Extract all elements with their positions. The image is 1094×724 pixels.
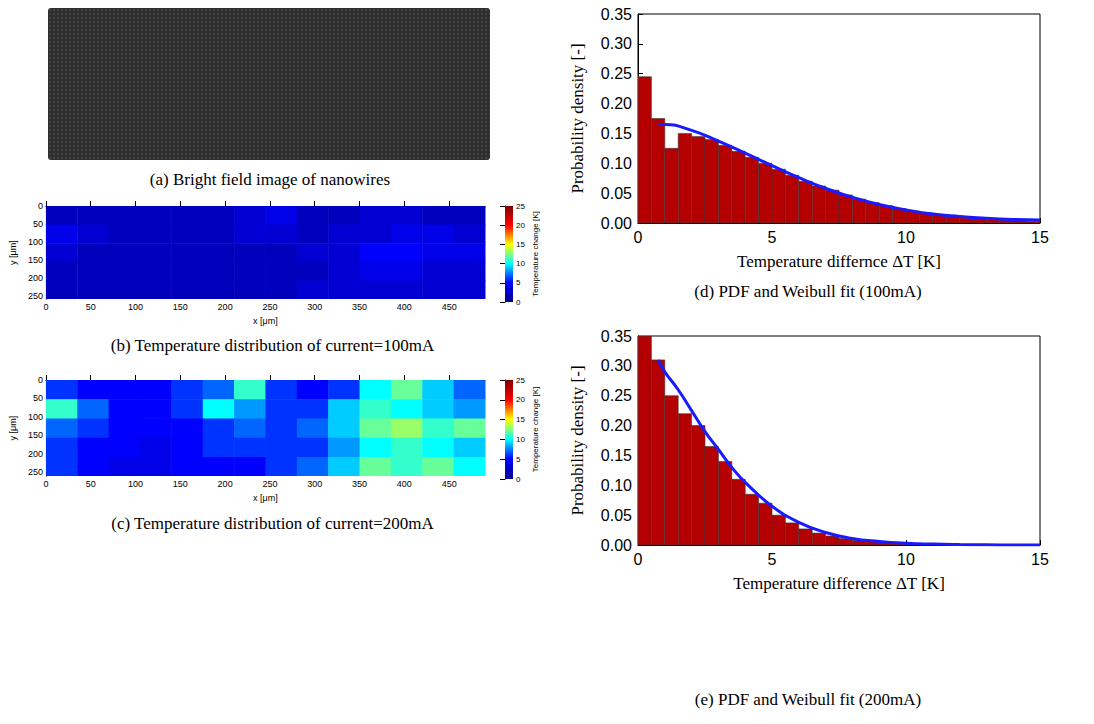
svg-text:450: 450 bbox=[442, 479, 457, 489]
svg-text:x [μm]: x [μm] bbox=[253, 316, 278, 326]
svg-text:200: 200 bbox=[28, 273, 43, 283]
svg-text:y [μm]: y [μm] bbox=[8, 416, 18, 441]
svg-text:Temperature change [K]: Temperature change [K] bbox=[531, 387, 540, 472]
svg-text:Probability density [-]: Probability density [-] bbox=[568, 43, 587, 193]
svg-text:5: 5 bbox=[768, 229, 777, 246]
svg-text:0.35: 0.35 bbox=[601, 6, 632, 23]
svg-text:350: 350 bbox=[352, 479, 367, 489]
svg-text:0: 0 bbox=[43, 479, 48, 489]
svg-text:0.10: 0.10 bbox=[601, 155, 632, 172]
svg-text:20: 20 bbox=[516, 395, 525, 404]
svg-text:0.05: 0.05 bbox=[601, 507, 632, 524]
svg-text:5: 5 bbox=[516, 278, 521, 287]
svg-text:50: 50 bbox=[86, 302, 96, 312]
svg-text:0: 0 bbox=[38, 375, 43, 385]
svg-text:25: 25 bbox=[516, 376, 525, 385]
svg-text:250: 250 bbox=[262, 479, 277, 489]
svg-text:0.20: 0.20 bbox=[601, 417, 632, 434]
svg-text:0.00: 0.00 bbox=[601, 215, 632, 232]
svg-text:0: 0 bbox=[516, 475, 521, 484]
svg-text:0.30: 0.30 bbox=[601, 357, 632, 374]
svg-text:50: 50 bbox=[33, 393, 43, 403]
svg-text:0.30: 0.30 bbox=[601, 35, 632, 52]
svg-text:450: 450 bbox=[442, 302, 457, 312]
svg-text:250: 250 bbox=[262, 302, 277, 312]
svg-text:50: 50 bbox=[33, 219, 43, 229]
html-text:(e) PDF and Weibull fit (200mA: (e) PDF and Weibull fit (200mA) bbox=[694, 690, 922, 709]
svg-text:100: 100 bbox=[128, 479, 143, 489]
svg-text:350: 350 bbox=[352, 302, 367, 312]
svg-text:200: 200 bbox=[28, 449, 43, 459]
svg-text:200: 200 bbox=[218, 302, 233, 312]
svg-text:Probability density [-]: Probability density [-] bbox=[568, 365, 587, 515]
svg-text:0.20: 0.20 bbox=[601, 95, 632, 112]
svg-text:300: 300 bbox=[307, 302, 322, 312]
svg-text:Temperature difference ΔT [K]: Temperature difference ΔT [K] bbox=[733, 574, 945, 593]
svg-text:0.25: 0.25 bbox=[601, 387, 632, 404]
svg-text:0: 0 bbox=[43, 302, 48, 312]
svg-text:0: 0 bbox=[634, 551, 643, 568]
svg-text:0.15: 0.15 bbox=[601, 447, 632, 464]
svg-text:0: 0 bbox=[634, 229, 643, 246]
svg-text:Temperature differnce ΔT [K]: Temperature differnce ΔT [K] bbox=[737, 252, 941, 271]
svg-text:0: 0 bbox=[38, 201, 43, 211]
svg-text:200: 200 bbox=[218, 479, 233, 489]
svg-text:5: 5 bbox=[516, 455, 521, 464]
svg-text:150: 150 bbox=[28, 430, 43, 440]
html-text:(d) PDF and Weibull fit (100mA: (d) PDF and Weibull fit (100mA) bbox=[694, 282, 922, 301]
svg-text:15: 15 bbox=[516, 240, 525, 249]
svg-text:10: 10 bbox=[516, 259, 525, 268]
svg-text:25: 25 bbox=[516, 202, 525, 211]
svg-text:x [μm]: x [μm] bbox=[253, 493, 278, 503]
svg-text:15: 15 bbox=[1031, 551, 1049, 568]
svg-text:10: 10 bbox=[516, 435, 525, 444]
svg-text:100: 100 bbox=[128, 302, 143, 312]
svg-text:0.35: 0.35 bbox=[601, 328, 632, 345]
svg-text:10: 10 bbox=[897, 551, 915, 568]
svg-text:15: 15 bbox=[516, 415, 525, 424]
html-text:(a) Bright field image of nano: (a) Bright field image of nanowires bbox=[149, 170, 391, 189]
html-text:(b) Temperature distribution o: (b) Temperature distribution of current=… bbox=[110, 336, 435, 355]
svg-text:y [μm]: y [μm] bbox=[8, 240, 18, 265]
svg-text:10: 10 bbox=[897, 229, 915, 246]
svg-text:300: 300 bbox=[307, 479, 322, 489]
svg-text:50: 50 bbox=[86, 479, 96, 489]
svg-text:0.15: 0.15 bbox=[601, 125, 632, 142]
svg-text:Temperature change [K]: Temperature change [K] bbox=[531, 211, 540, 296]
svg-text:100: 100 bbox=[28, 412, 43, 422]
svg-text:0.25: 0.25 bbox=[601, 65, 632, 82]
svg-text:150: 150 bbox=[173, 302, 188, 312]
svg-text:0.10: 0.10 bbox=[601, 477, 632, 494]
svg-text:15: 15 bbox=[1031, 229, 1049, 246]
svg-text:400: 400 bbox=[397, 479, 412, 489]
svg-text:0.05: 0.05 bbox=[601, 185, 632, 202]
svg-text:5: 5 bbox=[768, 551, 777, 568]
svg-text:0.00: 0.00 bbox=[601, 537, 632, 554]
svg-text:250: 250 bbox=[28, 291, 43, 301]
svg-text:250: 250 bbox=[28, 467, 43, 477]
html-text:(c) Temperature distribution o: (c) Temperature distribution of current=… bbox=[111, 514, 434, 533]
svg-text:0: 0 bbox=[516, 298, 521, 307]
svg-text:150: 150 bbox=[28, 255, 43, 265]
svg-text:20: 20 bbox=[516, 221, 525, 230]
svg-text:150: 150 bbox=[173, 479, 188, 489]
svg-text:100: 100 bbox=[28, 237, 43, 247]
svg-text:400: 400 bbox=[397, 302, 412, 312]
